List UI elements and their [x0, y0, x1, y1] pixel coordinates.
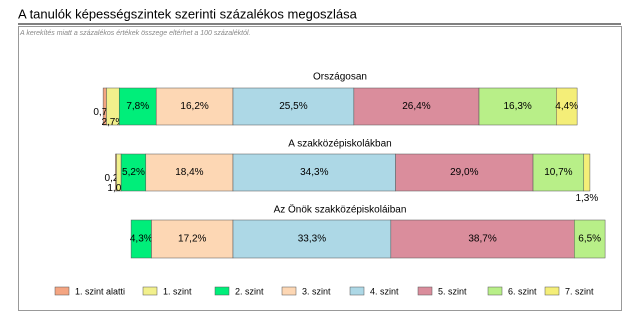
value-label: 4,3% [130, 234, 153, 245]
value-label: 7,8% [126, 101, 149, 112]
legend-swatch [349, 286, 365, 296]
frame [18, 26, 622, 311]
note: A kerekítés miatt a százalékos értékek ö… [19, 30, 251, 37]
bar-segment [574, 219, 606, 259]
value-label: 38,7% [468, 234, 496, 245]
value-label: 6,5% [578, 234, 601, 245]
legend-label: 4. szint [370, 286, 399, 296]
row-title: Az Önök szakközépiskoláiban [274, 204, 407, 216]
legend-label: 6. szint [508, 286, 537, 296]
legend-swatch [142, 286, 158, 296]
chart-title: A tanulók képességszintek szerinti száza… [18, 6, 358, 21]
legend-swatch [214, 286, 230, 296]
legend-swatch [54, 286, 70, 296]
legend-swatch [417, 286, 433, 296]
legend-label: 3. szint [302, 286, 331, 296]
legend-label: 7. szint [565, 286, 594, 296]
bar-segment [232, 219, 392, 259]
row-title: A szakközépiskolákban [288, 139, 391, 150]
bar-segment [556, 87, 578, 126]
value-label: 34,3% [300, 167, 328, 178]
bar-segment [120, 153, 147, 192]
legend-label: 1. szint [163, 286, 192, 296]
bar-segment [353, 87, 480, 126]
legend-swatch [281, 286, 297, 296]
bar-segment [583, 153, 591, 192]
bar-segment [145, 153, 234, 192]
value-label: 16,3% [503, 101, 531, 112]
row-title: Országosan [313, 72, 367, 83]
value-label: 16,2% [180, 101, 208, 112]
value-label: 2,7% [101, 117, 124, 128]
value-label: 0,2% [105, 173, 128, 184]
value-label: 1,0% [107, 183, 130, 194]
value-label: 4,4% [555, 101, 578, 112]
legend-swatch [544, 286, 560, 296]
bar-segment [478, 87, 557, 126]
value-label: 29,0% [450, 167, 478, 178]
value-label: 26,4% [402, 101, 430, 112]
legend-label: 1. szint alatti [75, 286, 125, 296]
bar-segment [151, 219, 234, 259]
value-label: 10,7% [544, 167, 572, 178]
legend-label: 2. szint [235, 286, 264, 296]
value-label: 18,4% [175, 167, 203, 178]
value-label: 0,7% [93, 107, 116, 118]
value-label: 17,2% [178, 234, 206, 245]
bar-segment [390, 219, 575, 259]
value-label: 1,3% [575, 193, 598, 204]
bar-segment [532, 153, 585, 192]
bar-segment [232, 153, 396, 192]
legend-label: 5. szint [438, 286, 467, 296]
bar-segment [395, 153, 534, 192]
legend-swatch [487, 286, 503, 296]
value-label: 33,3% [298, 234, 326, 245]
bar-segment [232, 87, 355, 126]
value-label: 5,2% [122, 167, 145, 178]
bar-segment [155, 87, 234, 126]
value-label: 25,5% [279, 101, 307, 112]
